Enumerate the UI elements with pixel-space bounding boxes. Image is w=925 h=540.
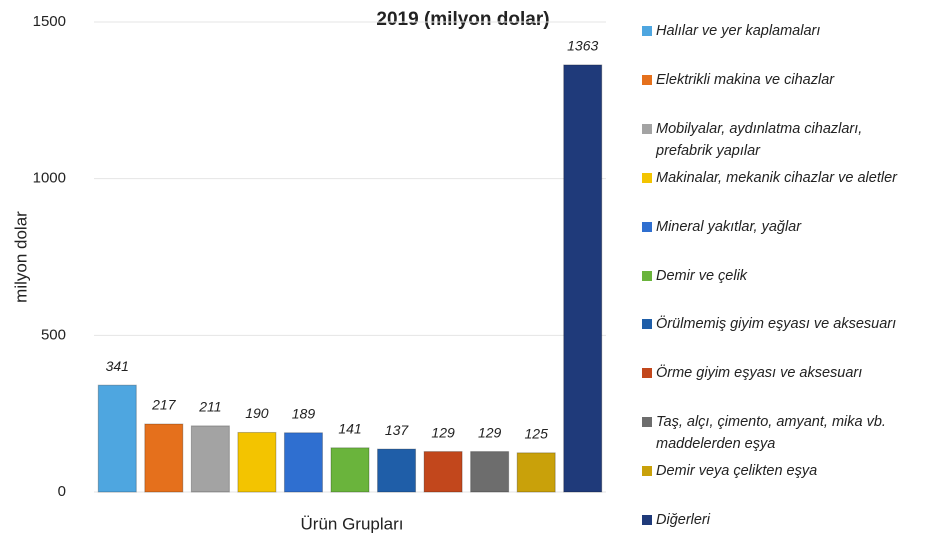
legend-label: Mobilyalar, aydınlatma cihazları, prefab… (656, 120, 863, 159)
data-label: 129 (431, 424, 455, 440)
data-label: 125 (525, 426, 549, 442)
legend-swatch (642, 172, 652, 183)
legend-swatch (642, 270, 652, 281)
legend-swatch (642, 368, 652, 379)
y-tick-label: 500 (41, 326, 66, 343)
legend-label: Demir veya çelikten eşya (656, 463, 818, 480)
legend-swatch (642, 466, 652, 477)
bar (283, 432, 323, 493)
y-tick-label: 0 (58, 483, 66, 500)
y-tick-label: 1500 (33, 13, 66, 30)
bar (563, 64, 603, 493)
legend-label: Örme giyim eşyası ve aksesuarı (656, 365, 863, 382)
bar (423, 451, 463, 493)
data-label: 190 (245, 405, 269, 421)
legend-item: Taş, alçı, çimento, amyant, mika vb. mad… (640, 411, 920, 455)
bar (470, 451, 510, 493)
data-label: 129 (478, 424, 502, 440)
legend-item: Örme giyim eşyası ve aksesuarı (640, 362, 920, 384)
data-label: 211 (198, 399, 221, 415)
bar (377, 448, 417, 493)
legend-label: Halılar ve yer kaplamaları (656, 23, 821, 39)
legend: Halılar ve yer kaplamaları Elektrikli mak… (640, 0, 925, 540)
legend-swatch (642, 221, 652, 232)
legend-item: Halılar ve yer kaplamaları (640, 20, 920, 42)
legend-item: Örülmemiş giyim eşyası ve aksesuarı (640, 313, 920, 335)
legend-item: Demir veya çelikten eşya (640, 460, 920, 482)
legend-label: Örülmemiş giyim eşyası ve aksesuarı (656, 316, 897, 333)
legend-swatch (642, 26, 652, 36)
data-label: 1363 (567, 38, 598, 54)
legend-label: Mineral yakıtlar, yağlar (656, 218, 802, 235)
legend-swatch (642, 123, 652, 134)
legend-swatch (642, 319, 652, 330)
legend-item: Mobilyalar, aydınlatma cihazları, prefab… (640, 118, 920, 162)
legend-label: Demir ve çelik (656, 267, 748, 284)
data-label: 189 (292, 405, 316, 421)
data-label: 217 (151, 397, 177, 413)
legend-label: Diğerleri (656, 512, 710, 528)
legend-item: Demir ve çelik (640, 265, 920, 287)
legend-label: Elektrikli makina ve cihazlar (656, 71, 835, 88)
data-label: 141 (338, 421, 361, 437)
bar (237, 431, 277, 493)
bar (144, 423, 184, 493)
legend-swatch (642, 515, 652, 525)
legend-item: Elektrikli makina ve cihazlar (640, 69, 920, 91)
chart-title: 2019 (milyon dolar) (376, 9, 549, 30)
legend-item: Makinalar, mekanik cihazlar ve aletler (640, 167, 920, 189)
x-axis-label: Ürün Grupları (301, 514, 404, 533)
bar (330, 447, 370, 493)
y-tick-label: 1000 (33, 170, 66, 187)
legend-swatch (642, 417, 652, 428)
legend-label: Taş, alçı, çimento, amyant, mika vb. mad… (656, 414, 886, 453)
legend-item: Diğerleri (640, 509, 920, 531)
bar (190, 425, 230, 493)
bar (516, 452, 556, 493)
bar (97, 384, 137, 493)
data-label: 341 (106, 358, 129, 374)
y-axis-label: milyon dolar (11, 211, 30, 303)
legend-label: Makinalar, mekanik cihazlar ve aletler (656, 169, 897, 186)
legend-swatch (642, 74, 652, 85)
legend-item: Mineral yakıtlar, yağlar (640, 216, 920, 238)
data-label: 137 (385, 422, 410, 438)
